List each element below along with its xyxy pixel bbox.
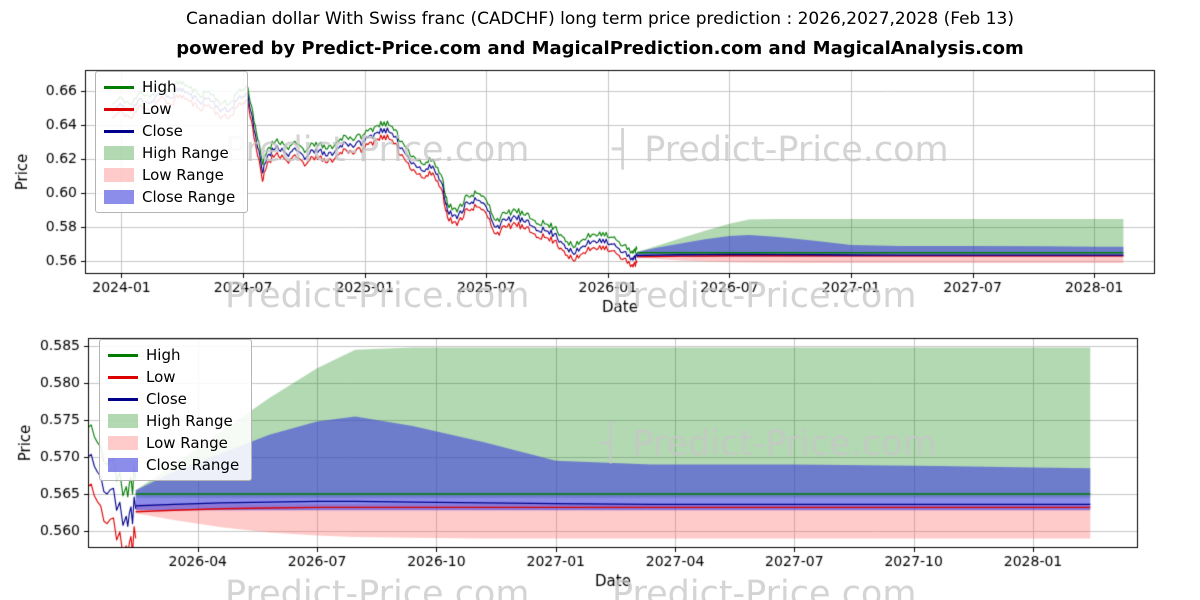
legend-item-close: Close (104, 121, 235, 141)
close-swatch (104, 129, 134, 133)
low-swatch (104, 107, 134, 111)
legend-label: Close Range (142, 188, 236, 206)
page-title: Canadian dollar With Swiss franc (CADCHF… (186, 9, 1014, 29)
low-range-swatch (108, 436, 138, 450)
legend-label: Low Range (146, 434, 228, 452)
legend-item-close-range: Close Range (108, 455, 239, 475)
zoom-chart-legend: High Low Close High Range Low Range Close Ran… (99, 339, 253, 481)
overview-chart-legend: High Low Close High Range Low Range Close Ran… (95, 71, 249, 213)
close-swatch (108, 397, 138, 401)
low-range-swatch (104, 168, 134, 182)
legend-item-high: High (104, 77, 235, 97)
legend-item-low-range: Low Range (104, 165, 235, 185)
low-swatch (108, 375, 138, 379)
legend-item-high-range: High Range (108, 411, 239, 431)
legend-label: Low (146, 368, 176, 386)
legend-item-high: High (108, 345, 239, 365)
close-range-swatch (108, 458, 138, 472)
legend-item-low: Low (108, 367, 239, 387)
close-range-swatch (104, 190, 134, 204)
legend-label: High (142, 78, 177, 96)
high-swatch (108, 353, 138, 357)
legend-label: Close (146, 390, 187, 408)
legend-label: Close Range (146, 456, 240, 474)
legend-label: High Range (142, 144, 229, 162)
high-range-swatch (104, 146, 134, 160)
legend-label: Low Range (142, 166, 224, 184)
high-range-swatch (108, 414, 138, 428)
legend-item-high-range: High Range (104, 143, 235, 163)
legend-label: High Range (146, 412, 233, 430)
legend-item-close-range: Close Range (104, 187, 235, 207)
legend-item-low-range: Low Range (108, 433, 239, 453)
page-subtitle: powered by Predict-Price.com and Magical… (176, 38, 1024, 59)
legend-item-close: Close (108, 389, 239, 409)
legend-item-low: Low (104, 99, 235, 119)
legend-label: High (146, 346, 181, 364)
legend-label: Low (142, 100, 172, 118)
legend-label: Close (142, 122, 183, 140)
high-swatch (104, 85, 134, 89)
